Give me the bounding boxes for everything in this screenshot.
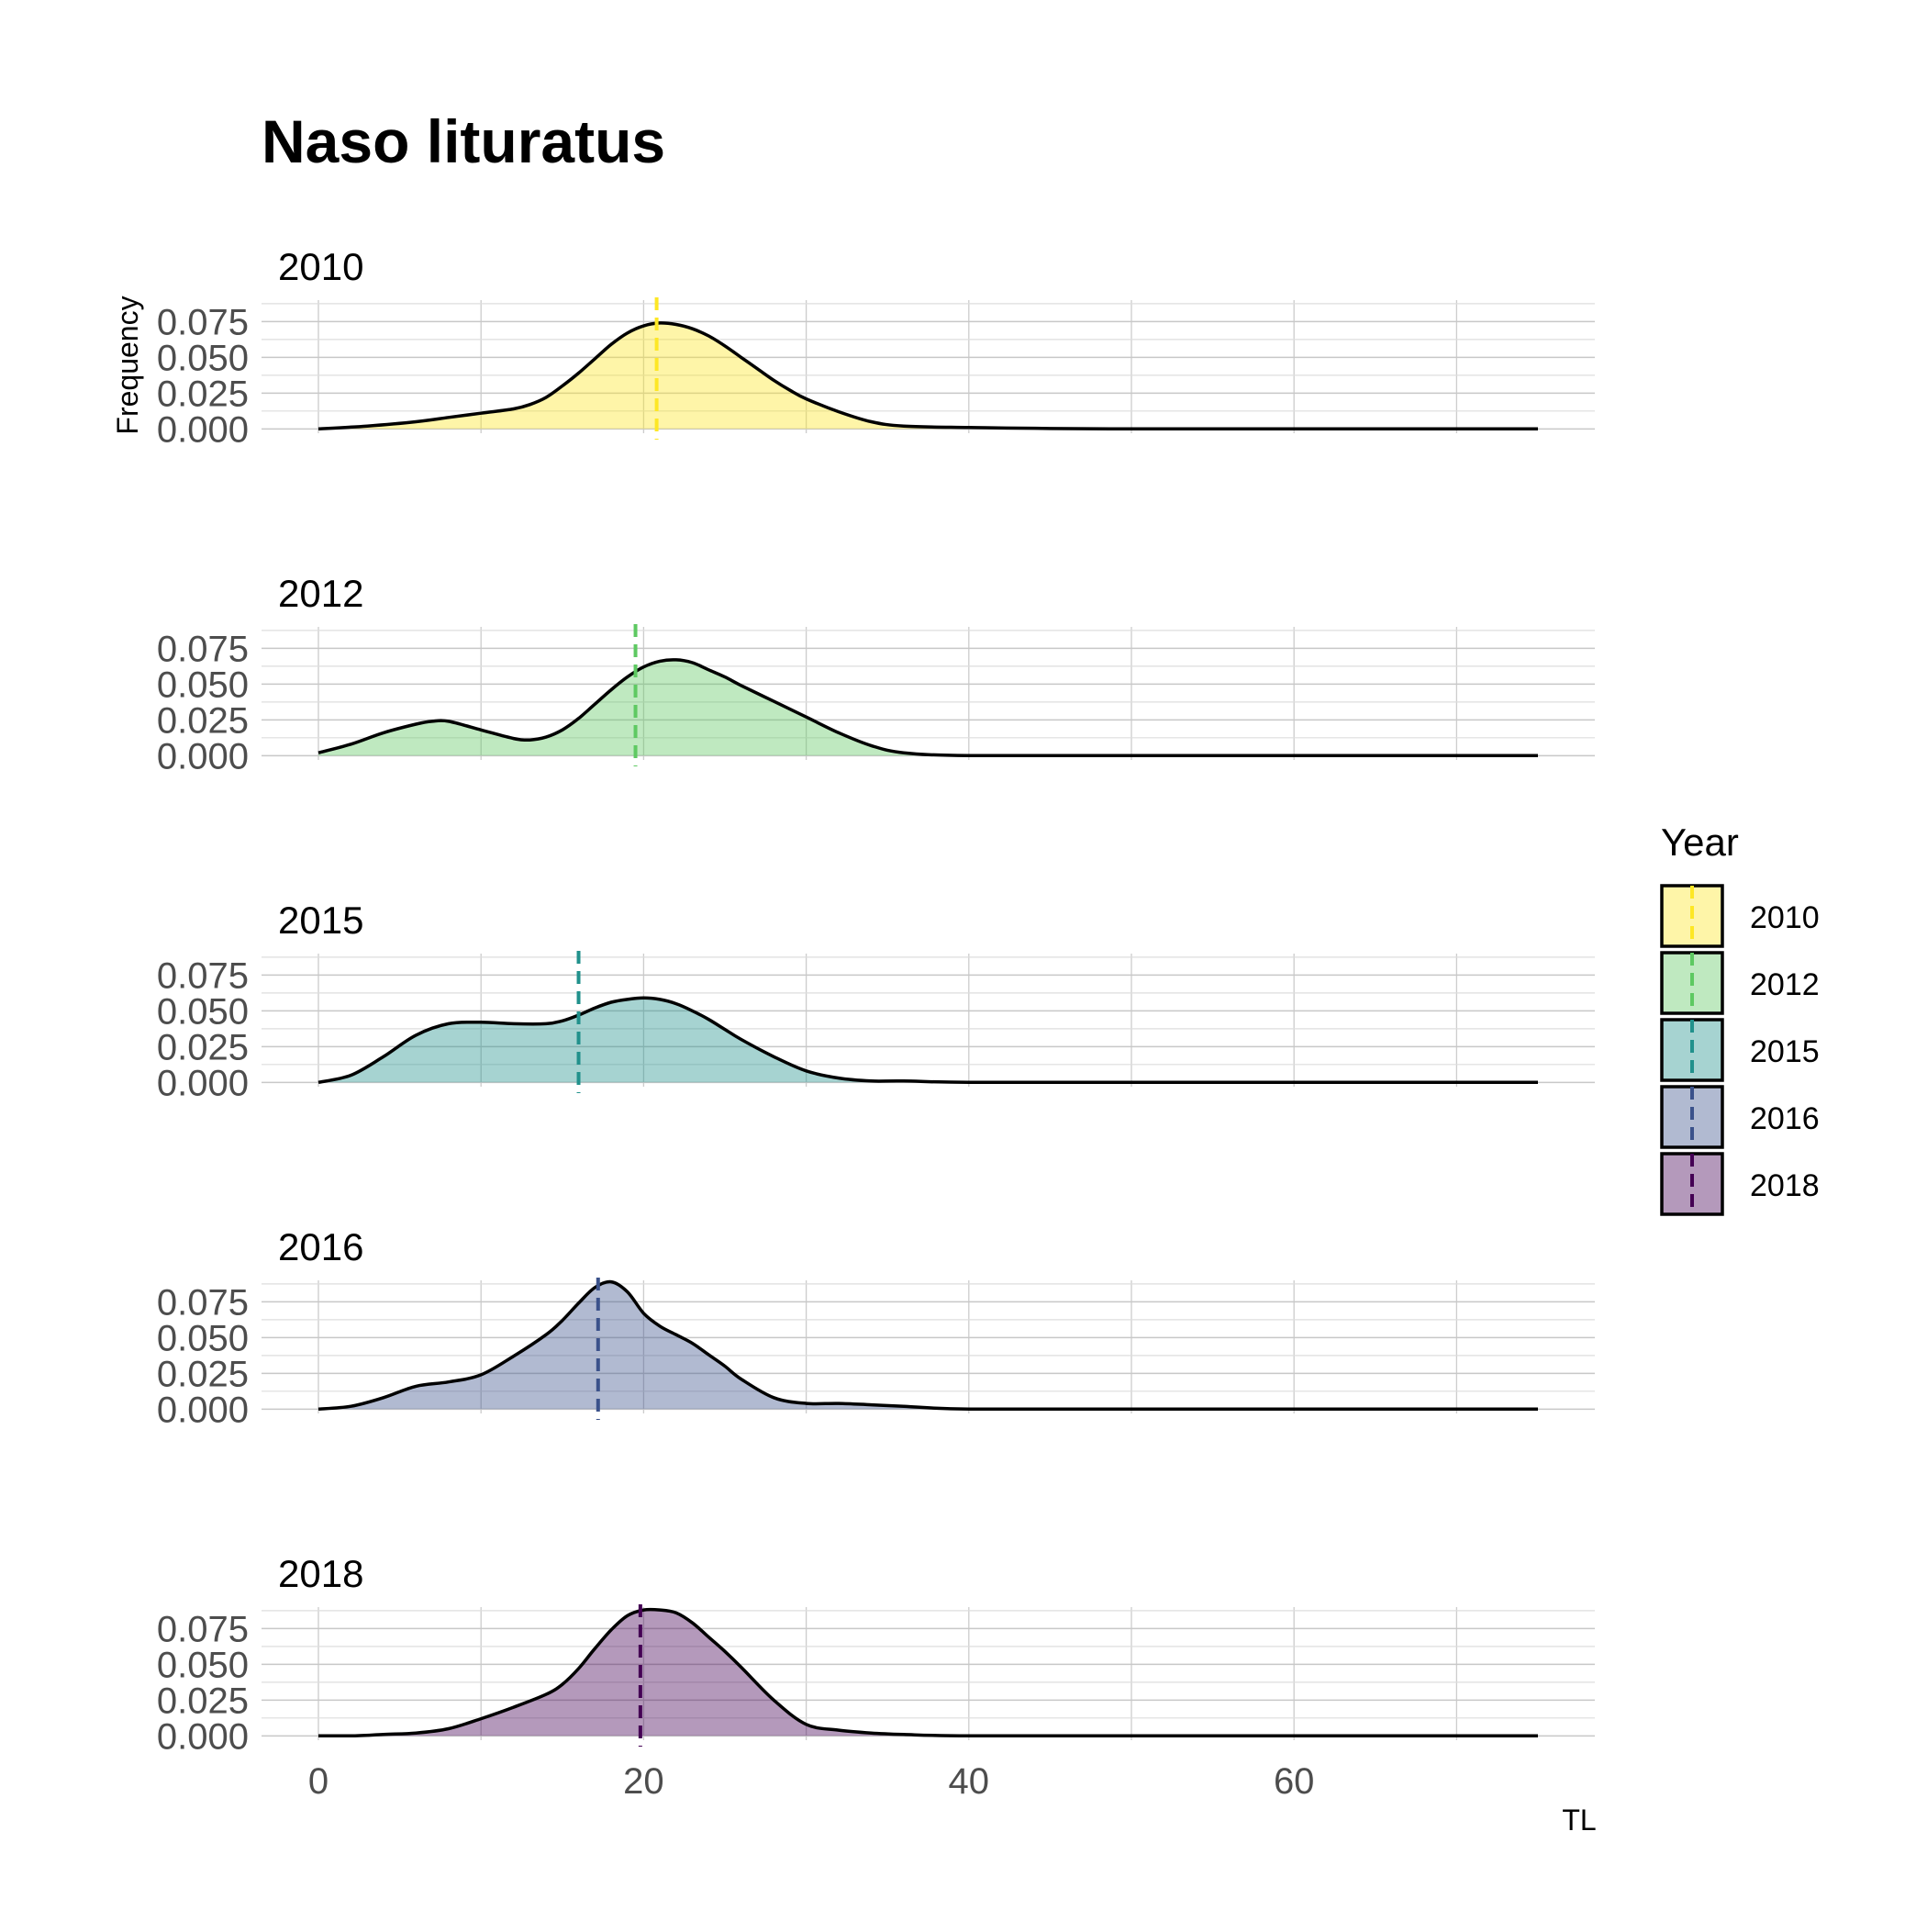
y-tick-label: 0.075 [157, 1282, 249, 1323]
density-area-2018 [318, 1609, 1538, 1737]
panel-label-2012: 2012 [278, 572, 363, 615]
y-tick-label: 0.000 [157, 1063, 249, 1103]
x-axis-label: TL [1562, 1804, 1596, 1837]
y-tick-label: 0.050 [157, 664, 249, 705]
legend-label-2010: 2010 [1750, 900, 1820, 935]
y-tick-label: 0.000 [157, 1716, 249, 1757]
legend-label-2015: 2015 [1750, 1034, 1820, 1069]
legend-item-2018: 2018 [1660, 1152, 1820, 1216]
y-tick-label: 0.050 [157, 1318, 249, 1358]
panel-label-2010: 2010 [278, 245, 363, 288]
y-tick-label: 0.050 [157, 1645, 249, 1685]
panel-label-2015: 2015 [278, 899, 363, 942]
legend-item-2016: 2016 [1660, 1085, 1820, 1149]
y-tick-label: 0.000 [157, 409, 249, 450]
y-axis-label: Frequency [111, 296, 144, 434]
legend-item-2012: 2012 [1660, 951, 1820, 1015]
density-line-2016 [317, 1279, 1538, 1412]
legend-label-2018: 2018 [1750, 1168, 1820, 1203]
legend-label-2016: 2016 [1750, 1101, 1820, 1136]
legend: Year 2010 2012 2015 2016 2018 [1660, 821, 1820, 1216]
y-tick-label: 0.075 [157, 302, 249, 342]
x-tick-label-40: 40 [949, 1761, 990, 1802]
y-tick-label: 0.050 [157, 338, 249, 378]
legend-item-2015: 2015 [1660, 1018, 1820, 1082]
panel-label-2018: 2018 [278, 1552, 363, 1595]
density-area-2012 [318, 659, 1538, 756]
y-tick-label: 0.050 [157, 991, 249, 1032]
y-tick-label: 0.025 [157, 374, 249, 414]
chart-title: Naso lituratus [262, 107, 665, 175]
y-tick-label: 0.000 [157, 1390, 249, 1430]
x-axis-ticks: 0 20 40 60 [308, 1761, 1315, 1802]
y-tick-label: 0.075 [157, 1609, 249, 1649]
x-tick-label-20: 20 [623, 1761, 664, 1802]
density-line-2015 [317, 996, 1538, 1085]
y-tick-label: 0.025 [157, 1354, 249, 1394]
density-area-2010 [318, 322, 1538, 430]
y-tick-label: 0.025 [157, 700, 249, 741]
y-tick-label: 0.025 [157, 1681, 249, 1721]
legend-title: Year [1661, 821, 1739, 864]
y-tick-label: 0.000 [157, 736, 249, 776]
legend-label-2012: 2012 [1750, 967, 1820, 1002]
density-line-2010 [317, 321, 1538, 431]
panels-group: 20100.0000.0250.0500.07520120.0000.0250.… [157, 245, 1595, 1757]
panel-label-2016: 2016 [278, 1225, 363, 1268]
y-tick-label: 0.075 [157, 955, 249, 996]
x-tick-label-60: 60 [1274, 1761, 1315, 1802]
legend-item-2010: 2010 [1660, 884, 1820, 948]
density-line-2012 [317, 658, 1538, 758]
y-tick-label: 0.075 [157, 629, 249, 669]
density-line-2018 [317, 1607, 1538, 1738]
density-area-2015 [318, 998, 1538, 1083]
x-tick-label-0: 0 [308, 1761, 329, 1802]
y-tick-label: 0.025 [157, 1027, 249, 1067]
density-area-2016 [318, 1281, 1538, 1410]
